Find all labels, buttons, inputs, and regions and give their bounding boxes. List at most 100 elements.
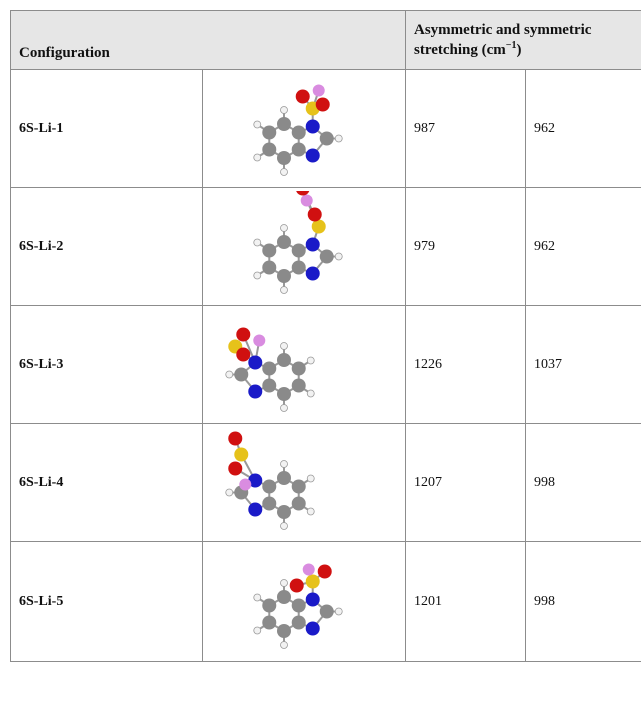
atom	[281, 579, 288, 586]
atom	[234, 367, 248, 381]
molecule	[219, 309, 389, 421]
atom	[226, 489, 233, 496]
atom	[277, 505, 291, 519]
atom	[306, 266, 320, 280]
atom	[262, 615, 276, 629]
asym-value: 1201	[406, 542, 526, 662]
atom	[292, 243, 306, 257]
header-row: Configuration Asymmetric and symmetric s…	[11, 11, 641, 70]
atom	[277, 353, 291, 367]
atom	[320, 604, 334, 618]
atom	[277, 590, 291, 604]
atom	[262, 142, 276, 156]
atom	[307, 475, 314, 482]
atom	[292, 125, 306, 139]
atom	[290, 578, 304, 592]
atom	[303, 563, 315, 575]
molecule-cell	[203, 188, 406, 306]
atom	[262, 378, 276, 392]
atom	[292, 598, 306, 612]
atom	[306, 237, 320, 251]
atom	[277, 151, 291, 165]
atom	[234, 447, 248, 461]
atom	[307, 508, 314, 515]
atom	[277, 269, 291, 283]
atom	[318, 564, 332, 578]
header-cell: Asymmetric and symmetric stretching (cm−…	[406, 11, 641, 70]
atom	[301, 194, 313, 206]
atom	[335, 253, 342, 260]
atom	[292, 378, 306, 392]
config-name: 6S-Li-3	[11, 306, 203, 424]
atom	[292, 615, 306, 629]
atom	[228, 461, 242, 475]
atom	[277, 471, 291, 485]
atom	[292, 479, 306, 493]
asym-value: 987	[406, 70, 526, 188]
atom	[335, 608, 342, 615]
asym-value: 979	[406, 188, 526, 306]
atom	[281, 224, 288, 231]
atom	[281, 404, 288, 411]
atom	[262, 260, 276, 274]
atom	[254, 121, 261, 128]
atom	[316, 97, 330, 111]
atom	[281, 522, 288, 529]
molecule	[219, 191, 389, 303]
atom	[306, 574, 320, 588]
atom	[262, 361, 276, 375]
molecule-cell	[203, 70, 406, 188]
atom	[281, 286, 288, 293]
atom	[281, 641, 288, 648]
atom	[277, 387, 291, 401]
atom	[277, 235, 291, 249]
atom	[335, 135, 342, 142]
config-name: 6S-Li-5	[11, 542, 203, 662]
atom	[262, 125, 276, 139]
asym-value: 1226	[406, 306, 526, 424]
atom	[262, 598, 276, 612]
header-text: )	[516, 42, 521, 58]
molecule	[219, 427, 389, 539]
atom	[277, 117, 291, 131]
atom	[228, 431, 242, 445]
atom	[306, 148, 320, 162]
atom	[281, 168, 288, 175]
atom	[292, 361, 306, 375]
atom	[296, 89, 310, 103]
page: {"table": { "header": {"configuration": …	[0, 0, 641, 704]
atom	[254, 272, 261, 279]
molecule	[219, 73, 389, 185]
atom	[236, 347, 250, 361]
sym-value: 998	[526, 424, 641, 542]
atom	[254, 594, 261, 601]
atom	[313, 84, 325, 96]
atom	[308, 207, 322, 221]
atom	[262, 243, 276, 257]
molecule	[219, 546, 389, 658]
atom	[292, 260, 306, 274]
header-sup: −1	[506, 40, 517, 51]
molecule-cell	[203, 542, 406, 662]
atom	[292, 142, 306, 156]
molecule-cell	[203, 306, 406, 424]
atom	[226, 371, 233, 378]
atom	[281, 342, 288, 349]
atom	[312, 219, 326, 233]
sym-value: 1037	[526, 306, 641, 424]
atom	[236, 327, 250, 341]
config-name: 6S-Li-4	[11, 424, 203, 542]
atom	[307, 357, 314, 364]
atom	[307, 390, 314, 397]
atom	[254, 239, 261, 246]
config-name: 6S-Li-1	[11, 70, 203, 188]
header-cell: Configuration	[11, 11, 406, 70]
header-text: Asymmetric and symmetric stretching (cm	[414, 22, 591, 58]
atom	[253, 334, 265, 346]
atom	[254, 154, 261, 161]
